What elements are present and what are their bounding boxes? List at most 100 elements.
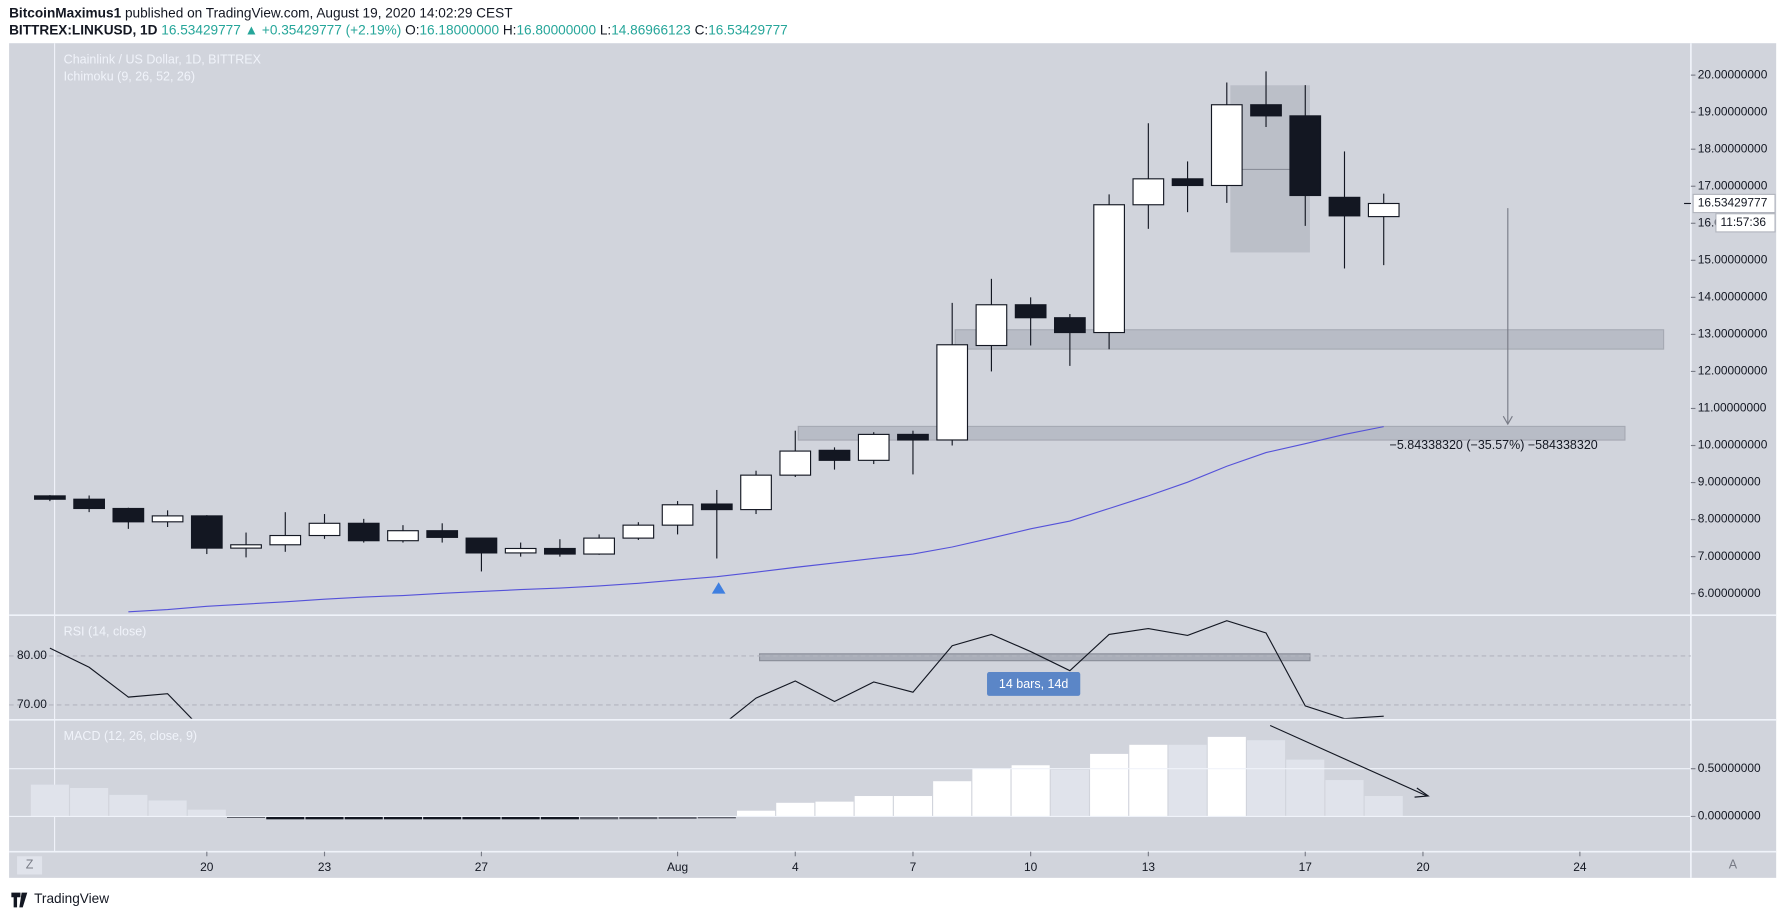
candle-body — [897, 433, 929, 441]
price-pane — [34, 71, 1665, 613]
histogram-bar — [305, 816, 344, 820]
candle-body — [151, 515, 184, 523]
macd-pane — [9, 736, 1691, 820]
y-tick-label: 0.50000000 — [1698, 761, 1761, 775]
histogram-bar — [383, 816, 423, 820]
y-tick-label: 14.00000000 — [1698, 290, 1768, 304]
y-tick-label: 19.00000000 — [1698, 104, 1768, 118]
histogram-bar — [933, 781, 972, 817]
candle-body — [622, 524, 655, 539]
l-value: 14.86966123 — [611, 22, 691, 37]
x-tick-label: 24 — [1573, 860, 1587, 874]
candle-body — [1289, 115, 1322, 197]
x-tick-label: 23 — [318, 860, 332, 874]
histogram-bar — [148, 800, 187, 817]
histogram-bar — [109, 794, 148, 817]
candle-body — [779, 450, 812, 476]
h-value: 16.80000000 — [516, 22, 596, 37]
candle-body — [387, 530, 419, 542]
histogram-bar — [697, 816, 736, 819]
scale-button[interactable] — [17, 856, 43, 875]
arrow-head — [1414, 787, 1430, 798]
y-tick-label: 10.00000000 — [1698, 438, 1768, 452]
symbol: BITTREX:LINKUSD, 1D — [9, 22, 158, 37]
candle-body — [857, 433, 890, 461]
y-tick-label: 70.00 — [17, 697, 47, 711]
last-price-box — [1692, 193, 1776, 214]
published: published on TradingView.com, August 19,… — [125, 5, 513, 20]
y-tick-label: 9.00000000 — [1698, 475, 1761, 489]
y-tick-label: 7.00000000 — [1698, 549, 1761, 563]
zone — [954, 329, 1665, 350]
candle-body — [308, 522, 341, 537]
x-tick-label: 10 — [1024, 860, 1038, 874]
histogram-bar — [227, 816, 266, 818]
histogram-bar — [854, 796, 893, 817]
histogram-bar — [266, 816, 305, 820]
x-tick-label: Aug — [667, 860, 688, 874]
author: BitcoinMaximus1 — [9, 5, 121, 20]
histogram-bar — [1364, 796, 1403, 817]
histogram-bar — [815, 801, 854, 817]
candle-body — [34, 495, 66, 500]
x-tick-label: 27 — [475, 860, 489, 874]
y-tick-label: 12.00000000 — [1698, 364, 1768, 378]
candle-body — [1367, 202, 1400, 218]
candle-body — [700, 503, 733, 511]
y-tick-label: 17.00000000 — [1698, 178, 1768, 192]
c-value: 16.53429777 — [708, 22, 788, 37]
y-tick-label: 0.00000000 — [1698, 809, 1761, 823]
y-tick-label: 15.00000000 — [1698, 252, 1768, 266]
histogram-bar — [501, 816, 540, 820]
histogram-bar — [1090, 753, 1129, 817]
pane-title: Chainlink / US Dollar, 1D, BITTREX — [64, 53, 262, 67]
histogram-bar — [776, 802, 815, 817]
symbol-line: BITTREX:LINKUSD, 1D 16.53429777 ▲ +0.354… — [9, 22, 788, 37]
candle-body — [818, 449, 851, 461]
measure-label: 14 bars, 14d — [999, 677, 1069, 691]
y-tick-label: 20.00000000 — [1698, 67, 1768, 81]
candle-body — [190, 515, 223, 549]
candle-body — [1328, 196, 1361, 217]
x-tick-label: 20 — [1416, 860, 1430, 874]
arrow-head — [1502, 415, 1513, 426]
countdown-box — [1715, 213, 1776, 233]
histogram-bar — [1207, 736, 1246, 817]
candle-body — [1093, 204, 1125, 334]
candle-body — [1250, 104, 1282, 117]
x-tick-label: 4 — [792, 860, 799, 874]
logo — [11, 892, 28, 908]
candle-body — [740, 474, 772, 511]
candle-body — [347, 522, 380, 542]
candle-body — [1132, 178, 1165, 206]
candle-body — [936, 344, 969, 441]
histogram-bar — [1011, 765, 1050, 817]
auto-button-label[interactable]: A — [1729, 858, 1738, 872]
histogram-bar — [1246, 740, 1286, 817]
zone — [797, 425, 1626, 441]
last-price-label: 16.53429777 — [1698, 196, 1768, 210]
candle-body — [544, 547, 576, 555]
histogram-bar — [1325, 780, 1364, 817]
y-tick-label: 6.00000000 — [1698, 586, 1761, 600]
candle-body — [1014, 304, 1047, 319]
candle-body — [975, 304, 1008, 347]
histogram-bar — [893, 796, 933, 817]
chart-background — [9, 43, 1777, 878]
l-label: L: — [600, 22, 611, 37]
h-label: H: — [503, 22, 517, 37]
y-tick-label: 13.00000000 — [1698, 327, 1768, 341]
candle-body — [661, 504, 694, 526]
candle-body — [465, 537, 498, 554]
scale-button-label[interactable]: Z — [26, 858, 34, 872]
signal-marker — [711, 582, 726, 594]
candle-body — [112, 507, 145, 523]
y-tick-label: 18.00000000 — [1698, 141, 1768, 155]
histogram-bar — [70, 787, 109, 817]
histogram-bar — [540, 816, 579, 820]
histogram-bar — [619, 816, 658, 820]
bar-range — [759, 653, 1311, 662]
indicator-line — [128, 426, 1384, 613]
histogram-bar — [462, 816, 501, 820]
o-value: 16.18000000 — [419, 22, 499, 37]
